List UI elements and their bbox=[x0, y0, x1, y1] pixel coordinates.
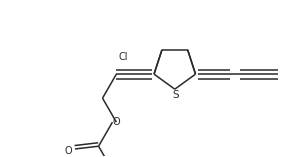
Text: O: O bbox=[113, 117, 120, 127]
Text: O: O bbox=[64, 146, 72, 156]
Text: Cl: Cl bbox=[118, 52, 128, 62]
Text: S: S bbox=[172, 90, 179, 100]
